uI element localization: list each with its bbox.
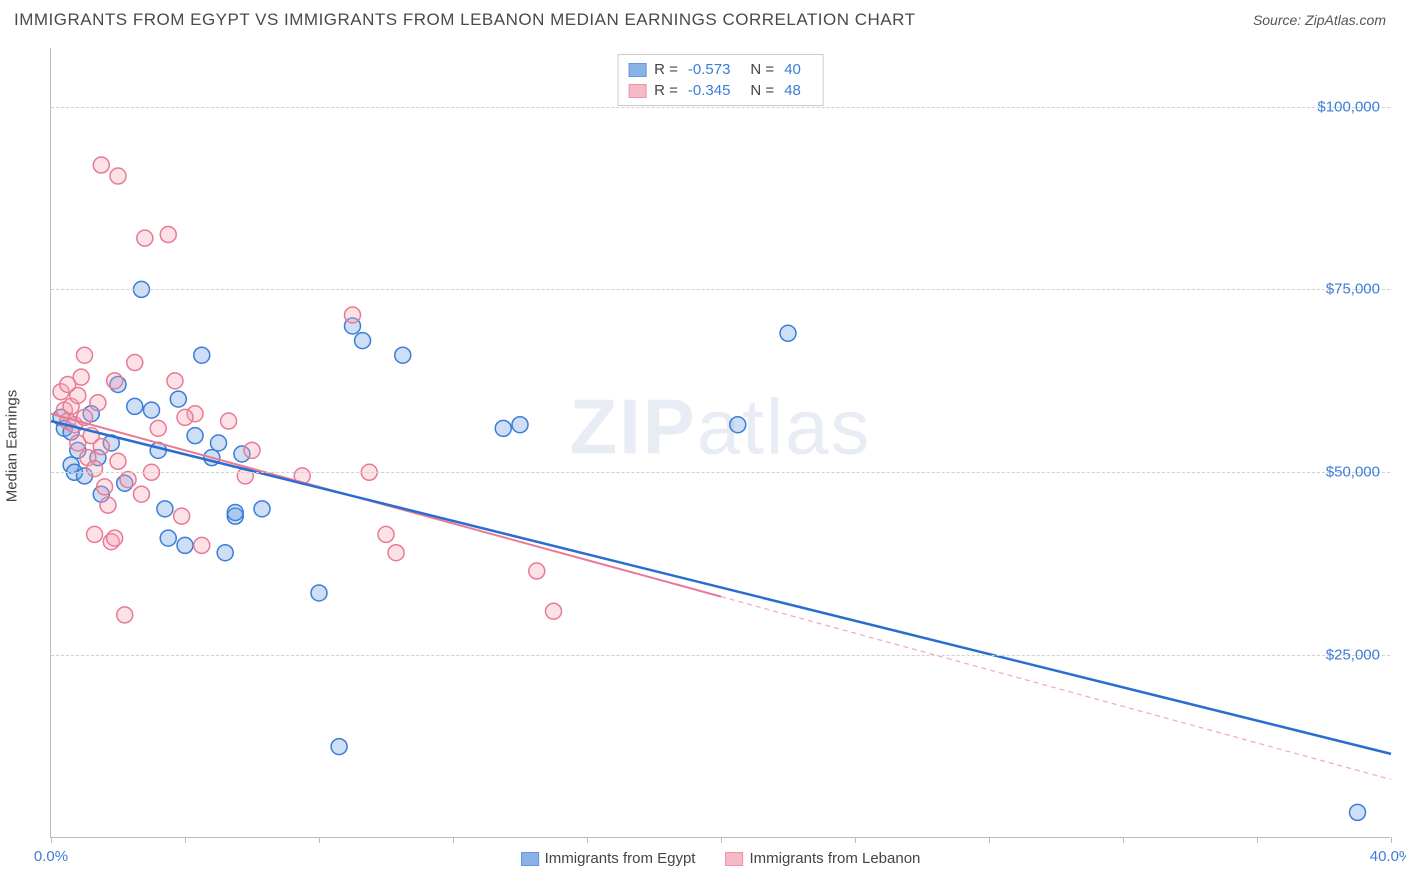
gridline (51, 107, 1390, 108)
y-axis-label: Median Earnings (4, 390, 21, 503)
x-tick-label: 0.0% (34, 848, 68, 865)
chart-plot-area: ZIPatlas R =-0.573N =40R =-0.345N =48 Im… (50, 48, 1390, 838)
source-attribution: Source: ZipAtlas.com (1253, 12, 1386, 28)
legend-swatch (628, 63, 646, 77)
series-name: Immigrants from Lebanon (749, 850, 920, 867)
series-legend-item: Immigrants from Lebanon (725, 850, 920, 867)
x-tick (721, 837, 722, 843)
n-value: 48 (784, 82, 801, 99)
x-tick (319, 837, 320, 843)
y-tick-label: $100,000 (1317, 98, 1380, 115)
y-tick-label: $50,000 (1326, 464, 1380, 481)
scatter-plot-svg (51, 48, 1390, 837)
series-legend-item: Immigrants from Egypt (521, 850, 696, 867)
x-tick (51, 837, 52, 843)
n-value: 40 (784, 61, 801, 78)
n-label: N = (750, 82, 774, 99)
legend-swatch (628, 84, 646, 98)
x-tick (587, 837, 588, 843)
chart-title: IMMIGRANTS FROM EGYPT VS IMMIGRANTS FROM… (14, 10, 915, 30)
x-tick (1257, 837, 1258, 843)
legend-row: R = -0.573 N = 40 (628, 59, 813, 80)
r-value: -0.345 (688, 82, 731, 99)
x-tick (185, 837, 186, 843)
x-tick (453, 837, 454, 843)
x-tick (1123, 837, 1124, 843)
legend-row: R = -0.345 N = 48 (628, 80, 813, 101)
series-name: Immigrants from Egypt (545, 850, 696, 867)
legend-swatch (725, 852, 743, 866)
x-tick (1391, 837, 1392, 843)
r-label: R = (654, 82, 678, 99)
x-tick (855, 837, 856, 843)
y-tick-label: $75,000 (1326, 281, 1380, 298)
x-tick-label: 40.0% (1370, 848, 1406, 865)
y-tick-label: $25,000 (1326, 647, 1380, 664)
r-label: R = (654, 61, 678, 78)
gridline (51, 472, 1390, 473)
n-label: N = (750, 61, 774, 78)
r-value: -0.573 (688, 61, 731, 78)
series-legend: Immigrants from Egypt Immigrants from Leb… (521, 850, 921, 867)
gridline (51, 655, 1390, 656)
correlation-legend: R = -0.573 N = 40 R = -0.345 N = 48 (617, 54, 824, 106)
gridline (51, 289, 1390, 290)
legend-swatch (521, 852, 539, 866)
x-tick (989, 837, 990, 843)
